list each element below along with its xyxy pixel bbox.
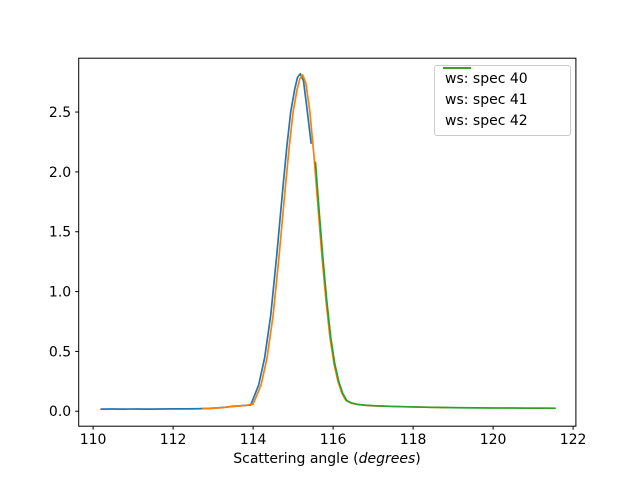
legend-item-spec-41: ws: spec 41 [435, 67, 570, 111]
x-tick-label: 116 [320, 432, 347, 448]
x-axis-label-suffix: ) [415, 451, 420, 467]
legend-label: ws: spec 41 [445, 92, 528, 108]
x-tick-label: 110 [80, 432, 107, 448]
y-tick-label: 0.0 [49, 404, 71, 420]
x-tick-label: 118 [400, 432, 427, 448]
series-line-ws-spec-42 [314, 161, 556, 410]
legend-item-spec-40: ws: spec 40 [435, 67, 570, 90]
x-tick-label: 112 [160, 432, 187, 448]
x-axis-label-italic: degrees [359, 451, 416, 467]
x-tick-label: 120 [480, 432, 507, 448]
y-tick-label: 0.5 [49, 344, 71, 360]
x-tick-label: 114 [240, 432, 267, 448]
x-axis-label: Scattering angle (degrees) [233, 451, 421, 467]
legend-label: ws: spec 40 [445, 71, 528, 87]
legend-label: ws: spec 42 [445, 113, 528, 129]
y-tick-label: 1.5 [49, 225, 71, 241]
legend-item-spec-42: ws: spec 42 [435, 67, 570, 132]
legend-box: ws: spec 40 ws: spec 41 ws: spec 42 [434, 65, 571, 136]
y-tick-label: 2.0 [49, 165, 71, 181]
y-tick-label: 1.0 [49, 285, 71, 301]
x-axis-label-prefix: Scattering angle ( [233, 451, 358, 467]
y-tick-label: 2.5 [49, 105, 71, 121]
x-tick-label: 122 [560, 432, 587, 448]
legend-line-swatch-green [443, 67, 471, 69]
